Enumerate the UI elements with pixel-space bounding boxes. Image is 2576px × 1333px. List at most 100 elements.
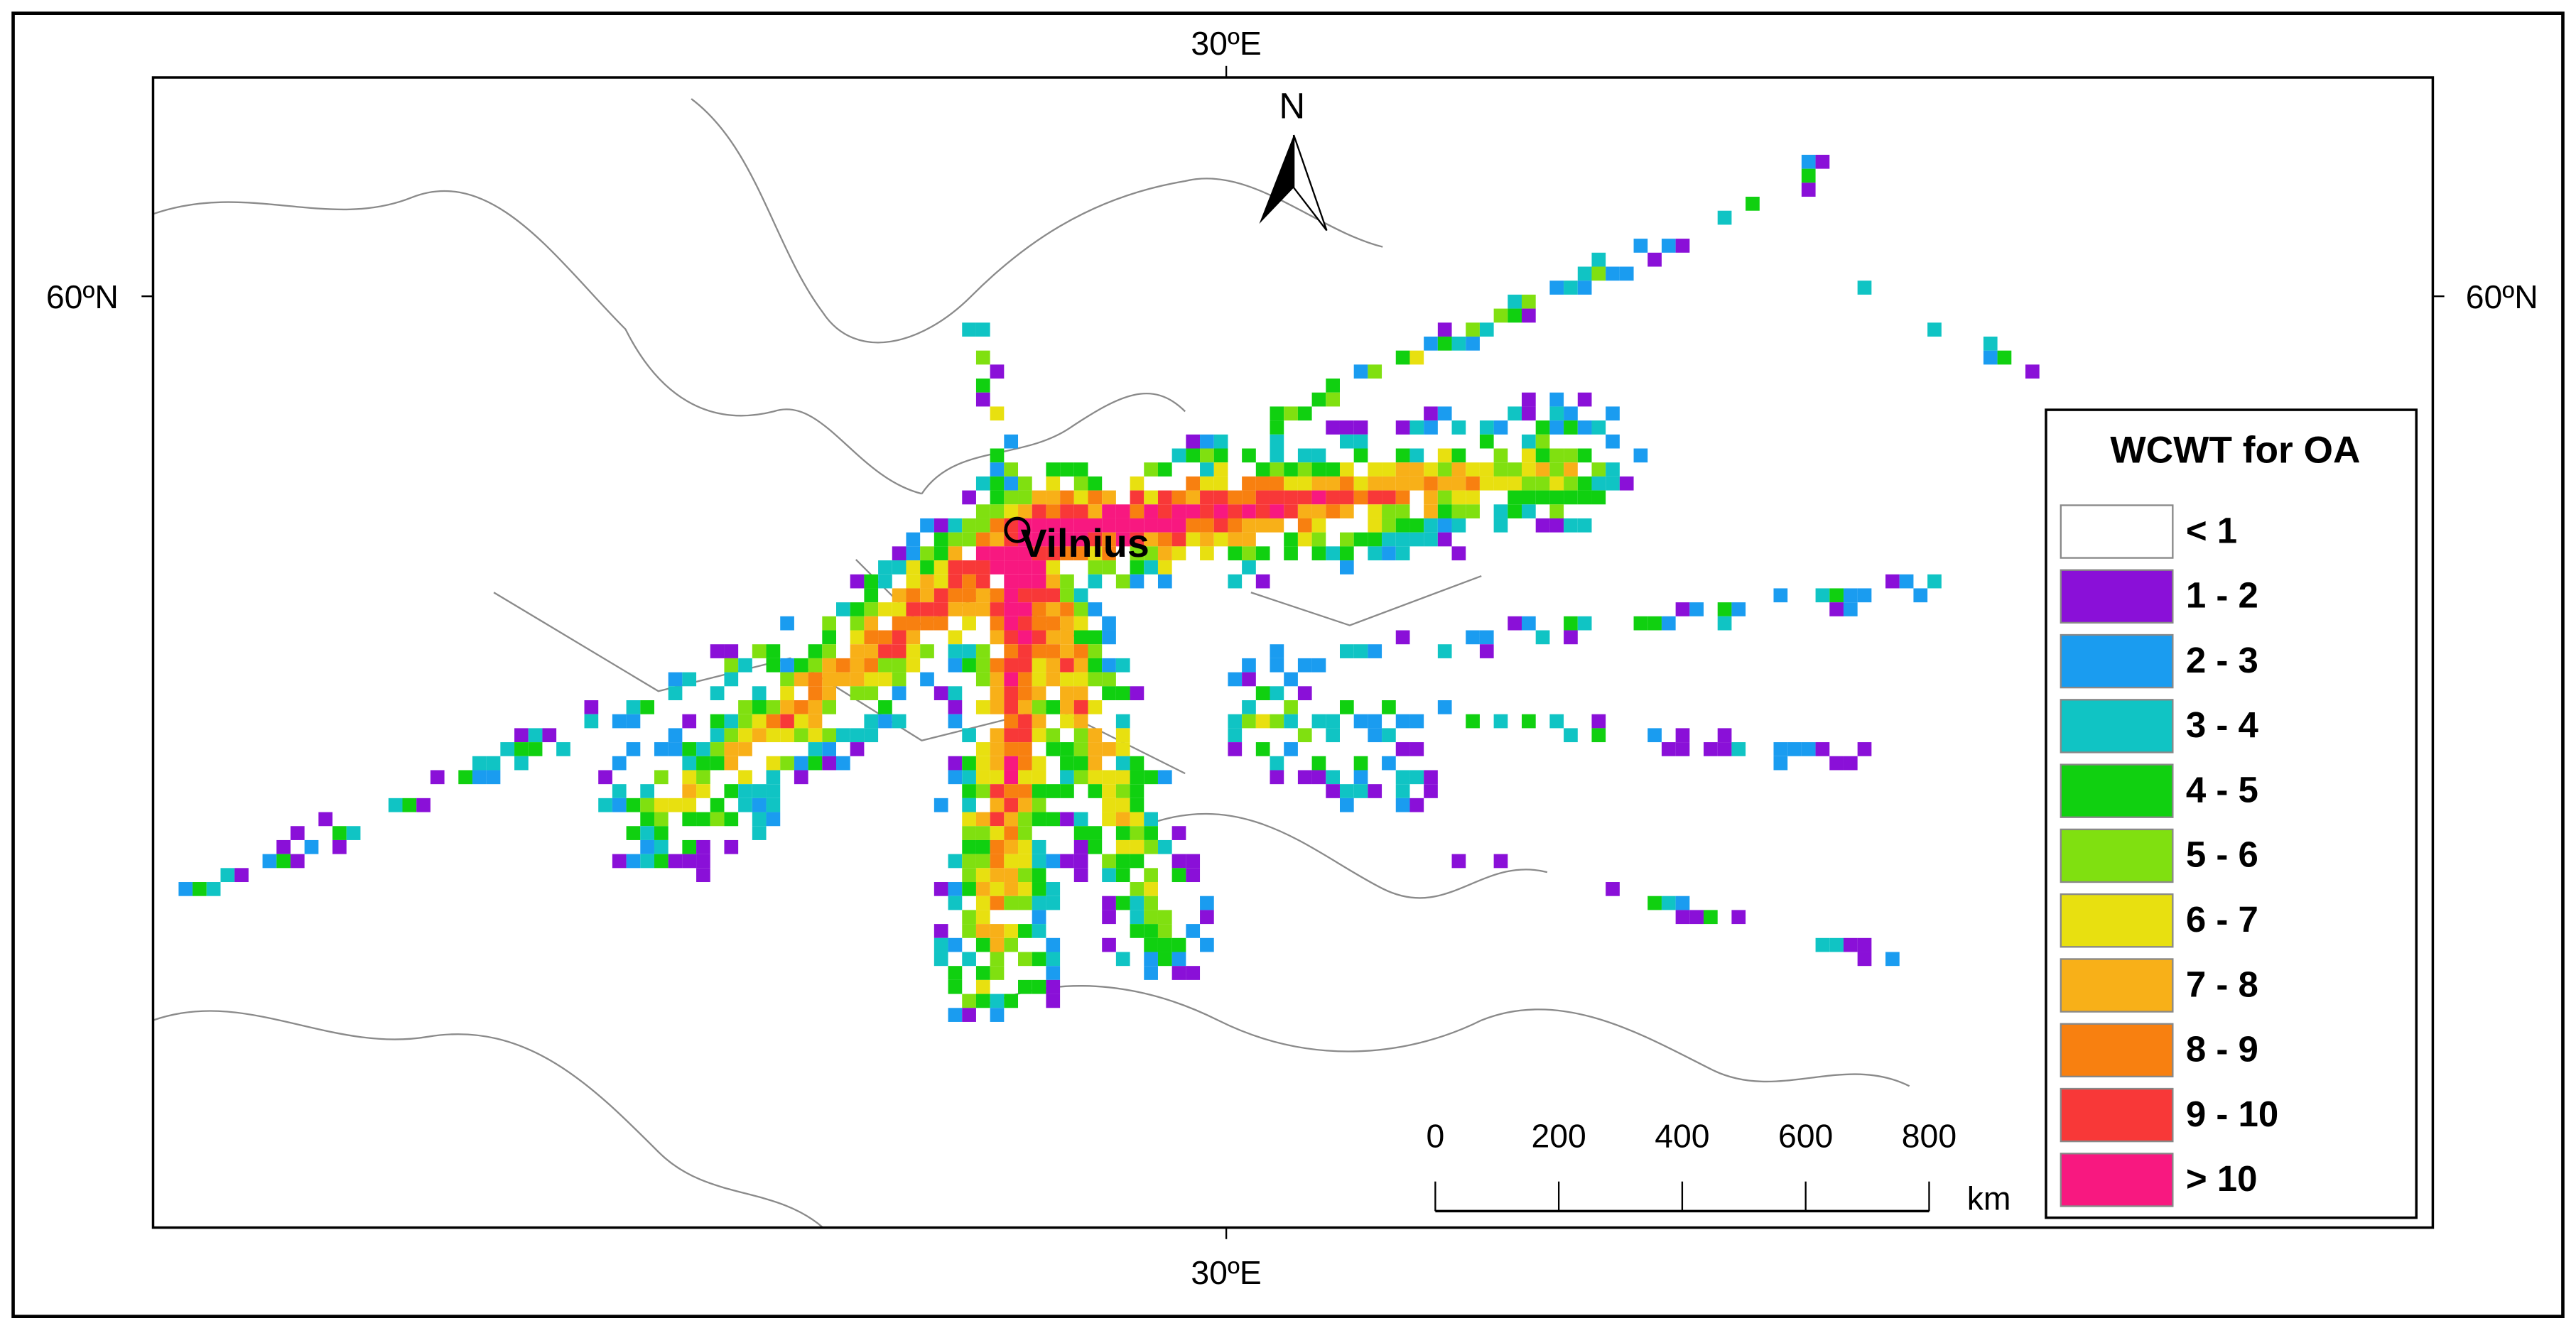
plume-cell [1242,672,1256,687]
plume-cell [892,546,907,561]
plume-cell [1102,546,1116,561]
plume-cell [1270,406,1284,421]
plume-cell [1368,644,1382,658]
plume-cell [975,966,990,980]
plume-cell [612,854,627,869]
plume-cell [1913,588,1928,603]
plume-cell [1115,798,1130,812]
plume-cell [1395,742,1410,756]
plume-cell [1382,518,1396,533]
plume-cell [1004,504,1019,518]
plume-cell [990,518,1005,533]
plume-cell [948,937,963,952]
plume-cell [864,588,879,603]
plume-cell [990,966,1005,980]
plume-cell [975,700,990,714]
plume-cell [1032,504,1046,518]
plume-cell [1326,392,1340,407]
plume-cell [948,854,963,869]
plume-cell [1564,462,1578,477]
plume-cell [1018,728,1032,743]
plume-cell [1382,476,1396,491]
plume-cell [1717,742,1732,756]
plume-cell [990,882,1005,896]
plume-cell [1032,630,1046,645]
plume-cell [1242,546,1256,561]
plume-cell [962,560,976,575]
plume-cell [1046,532,1061,547]
plume-cell [1284,490,1298,505]
plume-cell [878,700,892,714]
plume-cell [500,742,515,756]
plume-cell [990,588,1005,603]
plume-cell [1297,490,1312,505]
plume-cell [178,882,193,896]
plume-cell [1522,476,1536,491]
plume-cell [1171,518,1186,533]
plume-cell [1564,420,1578,435]
plume-cell [1353,644,1368,658]
plume-cell [990,784,1005,798]
plume-cell [1395,518,1410,533]
plume-cell [1549,476,1564,491]
plume-cell [864,574,879,589]
plume-cell [990,839,1005,854]
plume-cell [1242,490,1256,505]
plume-cell [1479,434,1494,449]
plume-cell [1451,504,1466,518]
plume-cell [1284,504,1298,518]
plume-cell [1213,504,1228,518]
plume-cell [1032,714,1046,729]
plume-cell [948,882,963,896]
plume-cell [668,742,683,756]
plume-cell [990,700,1005,714]
plume-cell [1032,490,1046,505]
plume-cell [1255,714,1270,729]
plume-cell [1466,504,1480,518]
plume-cell [1339,504,1354,518]
plume-cell [1046,979,1061,994]
lat-label: 60ºN [46,278,119,315]
plume-cell [514,742,529,756]
plume-cell [933,546,948,561]
plume-cell [822,700,837,714]
plume-cell [1591,252,1606,267]
plume-cell [975,476,990,491]
plume-cell [1731,602,1746,616]
plume-cell [808,700,823,714]
plume-cell [1522,434,1536,449]
plume-cell [1564,406,1578,421]
plume-cell [1843,602,1858,616]
plume-cell [1004,924,1019,938]
plume-cell [1228,742,1243,756]
plume-cell [1451,476,1466,491]
legend-swatch [2060,828,2174,883]
plume-cell [766,644,781,658]
plume-cell [864,658,879,673]
plume-cell [1073,714,1088,729]
plume-cell [1395,532,1410,547]
plume-cell [1060,672,1074,687]
plume-cell [1115,574,1130,589]
plume-cell [1479,644,1494,658]
plume-cell [1171,854,1186,869]
plume-cell [1270,420,1284,435]
plume-cell [1815,742,1830,756]
plume-cell [990,826,1005,840]
plume-cell [724,714,739,729]
plume-cell [1549,448,1564,463]
plume-cell [1409,532,1424,547]
plume-cell [682,756,697,771]
plume-cell [1843,756,1858,771]
plume-cell [1115,868,1130,883]
plume-cell [1046,476,1061,491]
plume-cell [1326,504,1340,518]
plume-cell [668,798,683,812]
legend-title: WCWT for OA [2110,429,2360,471]
plume-cell [1591,462,1606,477]
plume-cell [1228,518,1243,533]
plume-cell [1284,462,1298,477]
plume-cell [1102,896,1116,910]
plume-cell [1018,952,1032,967]
plume-cell [1060,756,1074,771]
